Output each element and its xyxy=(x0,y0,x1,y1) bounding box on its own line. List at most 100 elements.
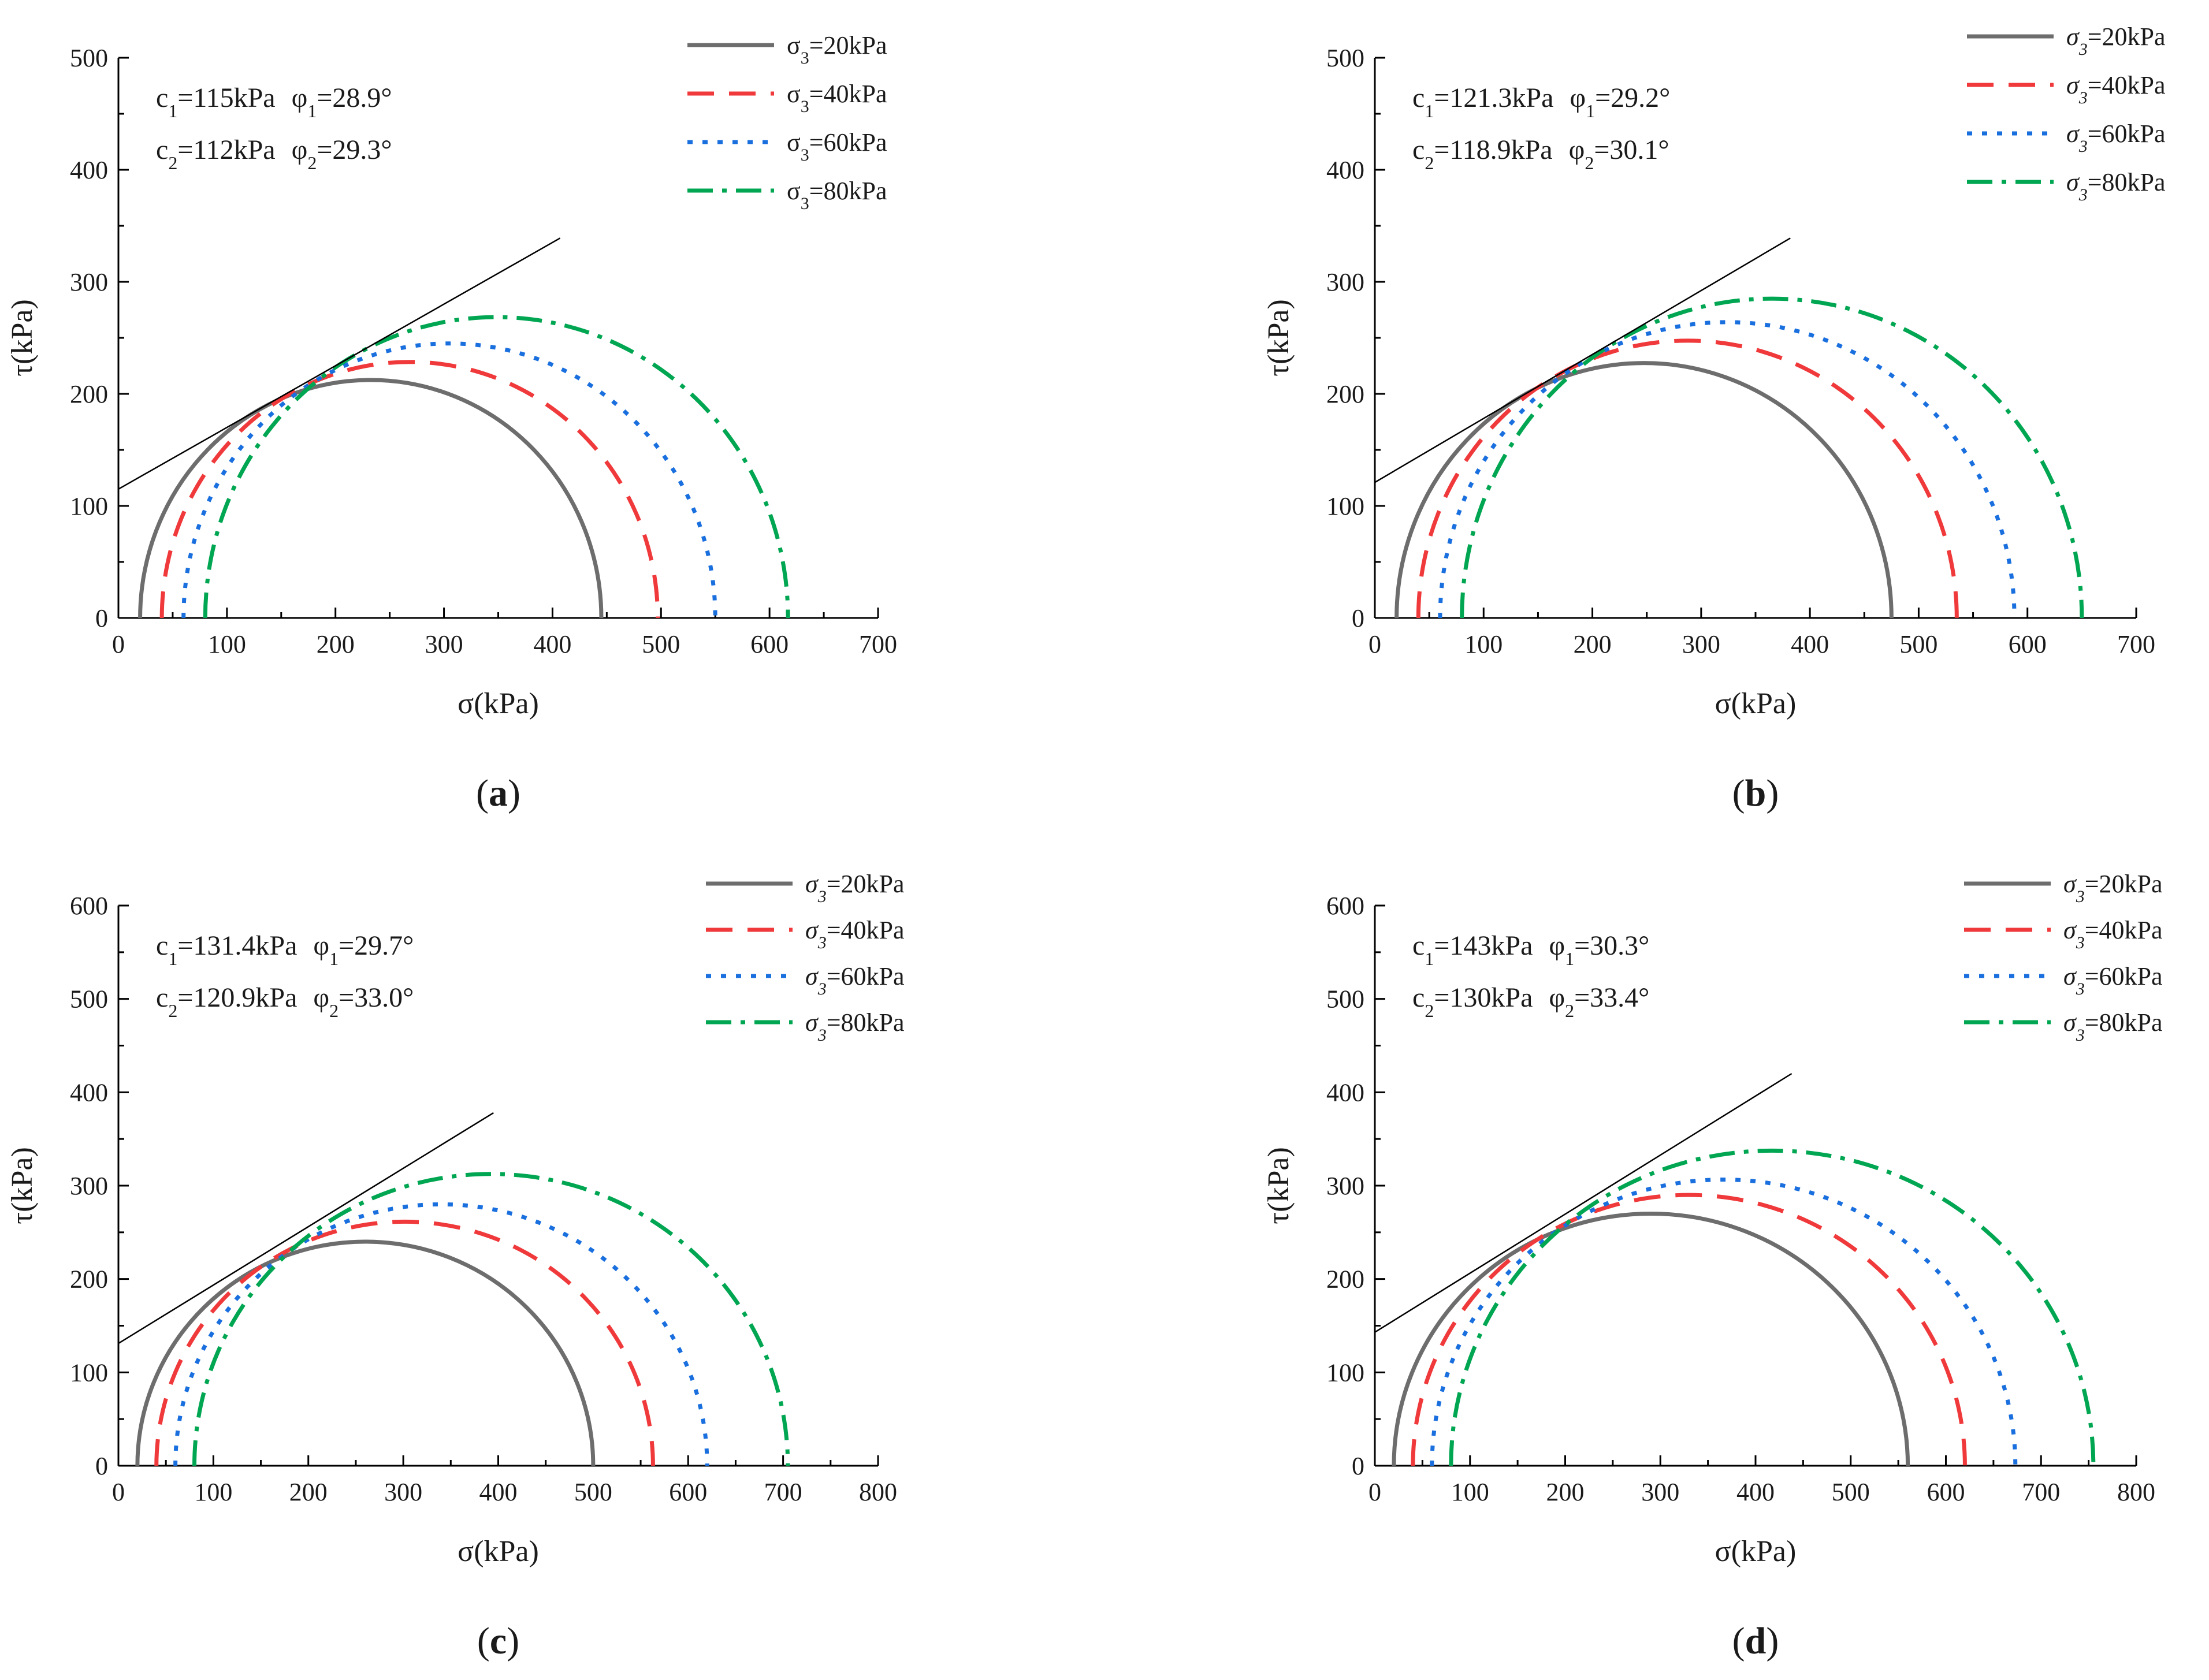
legend-label: σ3=80kPa xyxy=(2066,168,2166,204)
legend-sigma-symbol: σ xyxy=(787,128,801,157)
annotation-c-value: =115kPa xyxy=(177,83,275,113)
y-tick-label: 400 xyxy=(70,1078,108,1107)
annotation-phi-value: =30.1° xyxy=(1594,135,1669,165)
legend-value: =40kPa xyxy=(2085,916,2163,944)
mohr-circle-sigma3-40 xyxy=(1411,1193,1967,1466)
chart-panel-c: 0 100 200 300 400 500 600 700 800 0 100 200 300 400 50… xyxy=(6,870,905,1662)
y-tick-label: 0 xyxy=(1352,604,1364,632)
legend-sigma-symbol: σ xyxy=(805,916,819,944)
annotation-phi-subscript: 2 xyxy=(329,1000,339,1021)
x-tick-label: 0 xyxy=(1368,1478,1381,1506)
legend-sigma-symbol: σ xyxy=(787,80,801,108)
legend-label: σ3=40kPa xyxy=(805,916,905,952)
annotation-phi-value: =29.2° xyxy=(1595,83,1670,113)
y-tick-label: 200 xyxy=(70,380,108,408)
legend-value: =40kPa xyxy=(827,916,905,944)
annotation-phi-subscript: 2 xyxy=(1585,152,1594,173)
panel-label-letter: d xyxy=(1745,1620,1767,1662)
x-tick-label: 300 xyxy=(425,630,463,658)
annotation-phi-value: =28.9° xyxy=(317,83,392,113)
annotation-phi-symbol: φ xyxy=(1569,135,1585,165)
annotation-phi-symbol: φ xyxy=(1570,83,1586,113)
mohr-circle-sigma3-20 xyxy=(135,1239,596,1466)
legend-sigma-symbol: σ xyxy=(2063,962,2077,990)
legend-sigma-symbol: σ xyxy=(805,870,819,898)
legend-value: =80kPa xyxy=(2085,1008,2163,1037)
x-tick-label: 300 xyxy=(1682,630,1720,658)
legend-value: =20kPa xyxy=(2085,870,2163,898)
legend-label: σ3=20kPa xyxy=(2063,870,2163,906)
legend-subscript: 3 xyxy=(2078,185,2088,204)
panel-label: (b) xyxy=(1732,772,1779,814)
x-tick-label: 100 xyxy=(194,1478,232,1506)
y-axis-title: τ(kPa) xyxy=(6,299,39,377)
x-tick-label: 600 xyxy=(2009,630,2047,658)
y-tick-label: 100 xyxy=(1326,1358,1364,1387)
legend-label: σ3=60kPa xyxy=(2063,962,2163,999)
mohr-circle-sigma3-60 xyxy=(173,1202,709,1466)
x-tick-label: 600 xyxy=(750,630,789,658)
annotation-phi-subscript: 1 xyxy=(329,948,339,969)
legend-subscript: 3 xyxy=(817,1026,827,1045)
y-tick-label: 100 xyxy=(1326,492,1364,520)
annotation-c-symbol: c xyxy=(1412,83,1425,113)
x-tick-label: 400 xyxy=(479,1478,518,1506)
mohr-circle-sigma3-20 xyxy=(1392,1212,1910,1466)
mohr-circle-sigma3-60 xyxy=(1438,320,2017,619)
chart-panel-a: 0 100 200 300 400 500 600 7000100200300400500σ(… xyxy=(6,31,897,814)
annotation-c-symbol: c xyxy=(156,83,168,113)
y-tick-label: 100 xyxy=(70,1358,108,1387)
annotation-c-symbol: c xyxy=(156,135,168,165)
annotation-phi-symbol: φ xyxy=(1549,930,1565,961)
mohr-circle-sigma3-20 xyxy=(1394,361,1894,619)
mohr-circle-sigma3-80 xyxy=(195,1174,788,1466)
chart-panel-d: 0 100 200 300 400 500 600 700 800 0 100 200 300 400 50… xyxy=(1262,870,2163,1662)
x-tick-label: 600 xyxy=(1927,1478,1965,1506)
legend-subscript: 3 xyxy=(2076,933,2085,952)
x-tick-label: 200 xyxy=(1574,630,1612,658)
legend-value: =60kPa xyxy=(827,962,905,990)
y-tick-label: 500 xyxy=(70,44,108,72)
annotation-c-value: =130kPa xyxy=(1434,982,1533,1013)
x-tick-label: 700 xyxy=(764,1478,802,1506)
legend-sigma-symbol: σ xyxy=(2066,71,2080,99)
x-tick-label: 700 xyxy=(2022,1478,2060,1506)
panel-label-close: ) xyxy=(507,1620,519,1662)
annotation-c-symbol: c xyxy=(1412,930,1425,961)
annotation-c-subscript: 2 xyxy=(168,1000,177,1021)
y-axis-title: τ(kPa) xyxy=(1262,299,1295,377)
annotation-phi-subscript: 1 xyxy=(1586,100,1595,121)
legend-subscript: 3 xyxy=(817,887,827,906)
legend-subscript: 3 xyxy=(801,194,809,213)
annotation-c-symbol: c xyxy=(156,930,168,961)
legend-value: =80kPa xyxy=(2088,168,2166,196)
legend-value: =20kPa xyxy=(809,31,887,59)
x-tick-label: 0 xyxy=(112,1478,125,1506)
y-axis-title: τ(kPa) xyxy=(6,1147,39,1224)
x-tick-label: 100 xyxy=(1464,630,1503,658)
failure-envelope-line xyxy=(118,237,561,490)
x-tick-label: 0 xyxy=(112,630,125,658)
legend-subscript: 3 xyxy=(2078,137,2088,156)
y-tick-label: 100 xyxy=(70,492,108,520)
annotation-c-subscript: 1 xyxy=(168,948,177,969)
x-tick-label: 400 xyxy=(533,630,571,658)
y-tick-label: 300 xyxy=(1326,1172,1364,1200)
legend-subscript: 3 xyxy=(2078,40,2088,59)
mohr-circle-sigma3-40 xyxy=(1416,338,1959,619)
parameter-annotation: c1=131.4kPa φ1=29.7° xyxy=(156,930,414,969)
legend-subscript: 3 xyxy=(2078,88,2088,107)
panel-label: (c) xyxy=(477,1620,519,1662)
y-tick-label: 200 xyxy=(1326,380,1364,408)
x-tick-label: 800 xyxy=(2117,1478,2155,1506)
x-tick-label: 700 xyxy=(2117,630,2155,658)
annotation-phi-value: =29.3° xyxy=(317,135,392,165)
parameter-annotation: c1=121.3kPa φ1=29.2° xyxy=(1412,83,1670,121)
panel-label-letter: a xyxy=(489,772,508,814)
legend-sigma-symbol: σ xyxy=(2066,168,2080,196)
y-tick-label: 400 xyxy=(1326,1078,1364,1107)
annotation-c-value: =120.9kPa xyxy=(177,982,297,1013)
